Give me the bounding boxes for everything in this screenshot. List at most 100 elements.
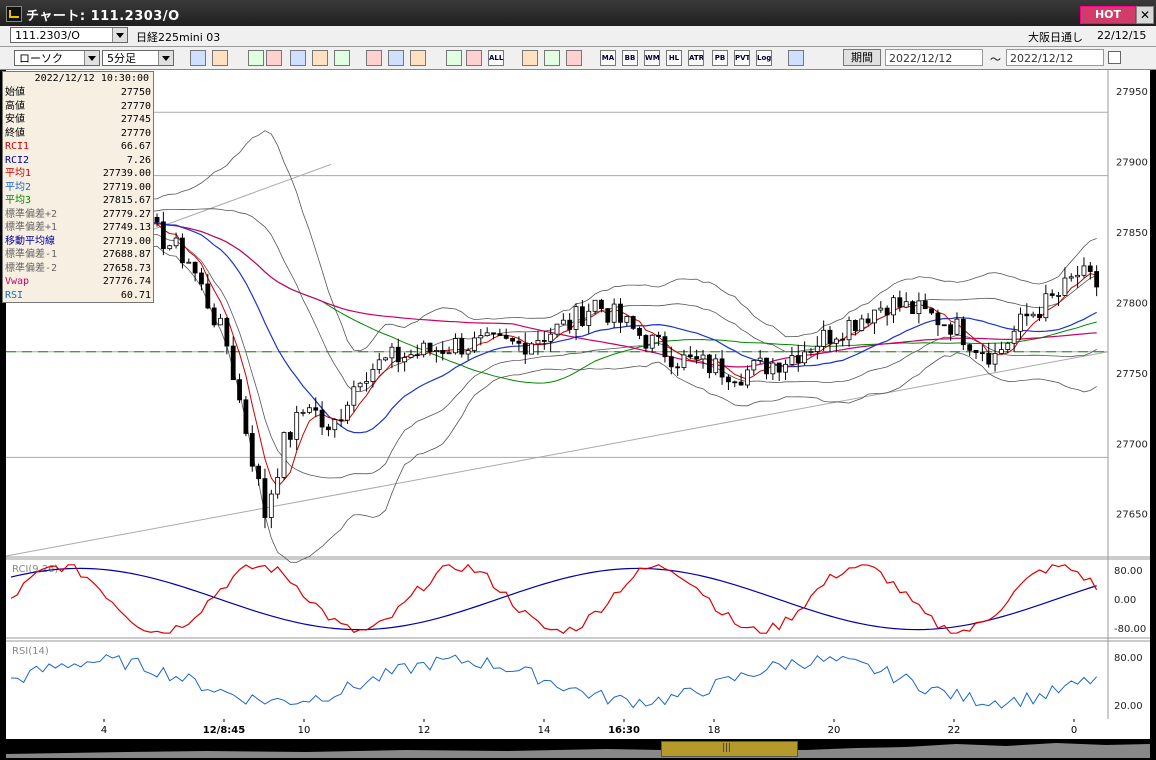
- candle-body: [160, 221, 166, 250]
- time-label: 14: [538, 725, 551, 736]
- horizontal-scrollbar[interactable]: [6, 740, 1150, 758]
- candle-body: [1056, 295, 1061, 297]
- ma-mid-line: [10, 221, 1097, 434]
- candle-body: [840, 338, 846, 341]
- candle-body: [954, 318, 960, 335]
- info-value: 66.67: [120, 141, 151, 152]
- line-icon[interactable]: [290, 50, 306, 66]
- toolbar-wma-button[interactable]: WMA: [644, 50, 660, 66]
- toolbar-bb-button[interactable]: BB: [622, 50, 638, 66]
- bollinger-band-line: [10, 130, 1097, 352]
- period-button[interactable]: 期間: [843, 49, 881, 66]
- rsi-axis-label: 20.00: [1114, 701, 1143, 712]
- info-label: RCI2: [5, 154, 30, 166]
- palette-icon[interactable]: [566, 50, 582, 66]
- hot-button[interactable]: HOT: [1080, 6, 1136, 24]
- candle-body: [935, 312, 941, 326]
- info-row: RCI1 66.67: [5, 140, 151, 153]
- candle-body: [497, 333, 503, 336]
- settings-icon[interactable]: [522, 50, 538, 66]
- candle-body: [802, 351, 808, 364]
- candle-body: [421, 342, 427, 356]
- bollinger-band-line: [10, 208, 1097, 393]
- info-label: 標準偏差-2: [5, 262, 58, 274]
- toolbar-all-button[interactable]: ALL: [488, 50, 504, 66]
- zoom-icon[interactable]: [248, 50, 264, 66]
- chart-type-select[interactable]: ローソク: [14, 50, 100, 66]
- candle-body: [510, 338, 515, 342]
- toolbar-pb-button[interactable]: PB: [712, 50, 728, 66]
- option-checkbox[interactable]: [1108, 51, 1121, 64]
- lock-icon[interactable]: [334, 50, 350, 66]
- zoom-in-icon[interactable]: [266, 50, 282, 66]
- magnifier-icon[interactable]: [190, 50, 206, 66]
- bollinger-band-line: [11, 230, 1097, 479]
- info-label: 終値: [5, 127, 25, 139]
- chevron-down-icon[interactable]: [112, 28, 127, 42]
- candle-body: [370, 369, 376, 382]
- scrollbar-thumb[interactable]: [661, 741, 798, 757]
- candle-body: [960, 318, 966, 346]
- chevron-down-icon[interactable]: [84, 51, 99, 65]
- price-label: 27800: [1116, 298, 1148, 309]
- candle-body: [1075, 274, 1081, 278]
- candle-body: [783, 363, 788, 373]
- info-label: 標準偏差-1: [5, 249, 58, 260]
- toolbar-atr-button[interactable]: ATR: [688, 50, 704, 66]
- candle-body: [548, 333, 554, 342]
- candle-body: [167, 245, 173, 250]
- candle-body: [827, 329, 833, 344]
- candle-body: [1030, 313, 1036, 317]
- candle-body: [180, 237, 185, 264]
- candle-body: [941, 324, 947, 327]
- candle-body: [446, 352, 452, 355]
- candle-body: [897, 297, 903, 308]
- time-label: 0: [1071, 725, 1077, 736]
- candle-body: [433, 350, 439, 352]
- candle-body: [1087, 265, 1093, 272]
- candle-body: [306, 407, 312, 413]
- candle-body: [1005, 342, 1011, 351]
- bar-icon[interactable]: [312, 50, 328, 66]
- info-value: 27750: [120, 87, 151, 98]
- toolbar-ma-button[interactable]: MA: [600, 50, 616, 66]
- toolbar-log-button[interactable]: Log: [756, 50, 772, 66]
- candle-body: [706, 354, 712, 374]
- info-row: 標準偏差-1 27688.87: [5, 248, 151, 261]
- candle-body: [891, 297, 896, 316]
- info-row: 移動平均線 27719.00: [5, 235, 151, 248]
- date-from-field[interactable]: 2022/12/12: [885, 49, 983, 66]
- candle-body: [154, 216, 160, 223]
- date-to-field[interactable]: 2022/12/12: [1006, 49, 1104, 66]
- chevron-down-icon[interactable]: [158, 51, 173, 65]
- price-chart[interactable]: 27950 27900 27850 27800 27750 27700 27650 80.00…: [6, 70, 1150, 720]
- bar-split-icon[interactable]: [446, 50, 462, 66]
- pen-icon[interactable]: [366, 50, 382, 66]
- rci-pane-label: RCI(9,26): [12, 564, 59, 575]
- candle-body: [637, 327, 642, 336]
- redo-icon[interactable]: [410, 50, 426, 66]
- candle-body: [776, 362, 782, 373]
- symbol-select[interactable]: 111.2303/O: [10, 27, 128, 43]
- candle-body: [249, 433, 255, 467]
- arrow-icon[interactable]: [388, 50, 404, 66]
- candle-body: [630, 316, 636, 329]
- refresh-icon[interactable]: [788, 50, 804, 66]
- chart-area[interactable]: 27950 27900 27850 27800 27750 27700 27650 80.00…: [6, 70, 1150, 720]
- bar-split2-icon[interactable]: [466, 50, 482, 66]
- time-label: 4: [101, 725, 107, 736]
- candle-body: [649, 334, 655, 349]
- close-icon[interactable]: ✕: [1136, 6, 1154, 24]
- candle-body: [237, 379, 242, 401]
- toolbar-hl-button[interactable]: HL: [666, 50, 682, 66]
- toolbar-pvt-button[interactable]: PVT: [734, 50, 750, 66]
- candle-body: [395, 346, 401, 363]
- candle-body: [872, 309, 877, 324]
- interval-select[interactable]: 5分足: [102, 50, 174, 66]
- candle-body: [821, 329, 827, 347]
- cursor-icon[interactable]: [212, 50, 228, 66]
- candle-body: [300, 411, 306, 414]
- info-value: 60.71: [120, 289, 151, 301]
- candle-body: [732, 381, 738, 384]
- tool-icon[interactable]: [544, 50, 560, 66]
